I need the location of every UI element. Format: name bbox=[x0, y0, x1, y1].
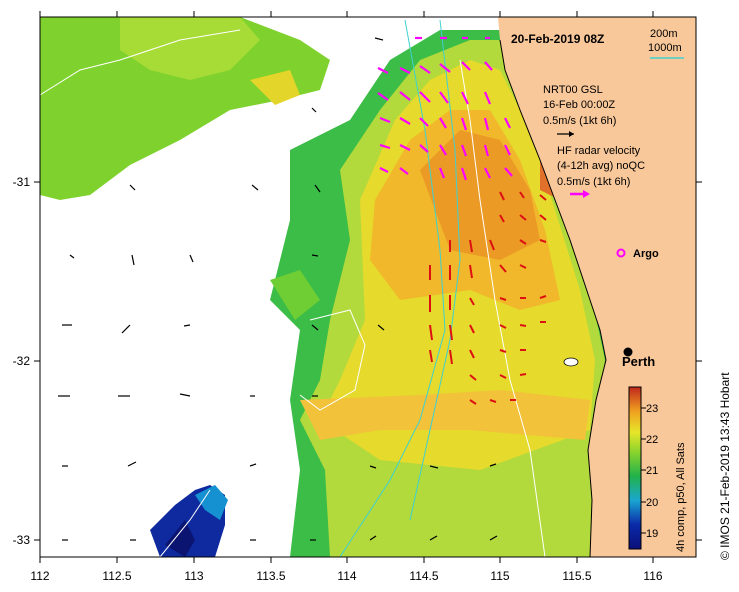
y-axis-labels: -31 -32 -33 bbox=[13, 175, 31, 547]
y-tick-label: -31 bbox=[13, 175, 31, 189]
gsl-velocity-arrows bbox=[58, 37, 498, 541]
contour-legend-200m: 200m bbox=[650, 28, 678, 40]
argo-marker-icon bbox=[616, 248, 626, 258]
perth-marker-icon bbox=[623, 347, 633, 357]
x-tick-label: 115.5 bbox=[562, 569, 591, 583]
x-tick-label: 113.5 bbox=[256, 569, 285, 583]
hf-radar-arrows bbox=[377, 36, 513, 181]
x-tick-label: 114.5 bbox=[409, 569, 438, 583]
hf-legend-line1: HF radar velocity bbox=[557, 145, 641, 157]
x-axis-labels: 112 112.5 113 113.5 114 114.5 115 115.5 … bbox=[30, 569, 662, 583]
x-tick-label: 115 bbox=[490, 569, 509, 583]
colorbar-tick-label: 22 bbox=[646, 434, 658, 446]
map-title: 20-Feb-2019 08Z bbox=[511, 32, 604, 46]
argo-label: Argo bbox=[633, 248, 659, 260]
gsl-legend-line3: 0.5m/s (1kt 6h) bbox=[543, 115, 616, 127]
colorbar-tick-label: 20 bbox=[646, 497, 658, 509]
hf-legend-line2: (4-12h avg) noQC bbox=[557, 160, 645, 172]
credit-text: © IMOS 21-Feb-2019 13:43 Hobart bbox=[718, 372, 732, 560]
colorbar-tick-label: 19 bbox=[646, 528, 658, 540]
hf-legend-line3: 0.5m/s (1kt 6h) bbox=[557, 176, 630, 188]
colorbar-ticks: 23 22 21 20 19 bbox=[641, 403, 658, 540]
colorbar-tick-label: 23 bbox=[646, 403, 658, 415]
plot-frame bbox=[39, 16, 697, 558]
contour-legend-1000m: 1000m bbox=[648, 42, 682, 54]
colorbar-tick-label: 21 bbox=[646, 465, 658, 477]
gsl-legend-line1: NRT00 GSL bbox=[543, 84, 603, 96]
y-tick-label: -32 bbox=[13, 354, 31, 368]
x-tick-label: 114 bbox=[337, 569, 356, 583]
x-tick-label: 112.5 bbox=[102, 569, 131, 583]
x-tick-label: 112 bbox=[30, 569, 49, 583]
y-axis-ticks bbox=[34, 181, 702, 541]
x-tick-label: 113 bbox=[184, 569, 203, 583]
perth-label: Perth bbox=[622, 354, 655, 369]
x-axis-ticks bbox=[39, 11, 654, 563]
sst-field bbox=[40, 17, 696, 557]
y-tick-label: -33 bbox=[13, 533, 31, 547]
hf-radar-arrows-strong bbox=[429, 191, 547, 405]
colorbar-label: 4h comp, p50, All Sats bbox=[675, 442, 687, 552]
x-tick-label: 116 bbox=[643, 569, 662, 583]
gsl-legend-line2: 16-Feb 00:00Z bbox=[543, 99, 615, 111]
colorbar bbox=[628, 386, 642, 550]
